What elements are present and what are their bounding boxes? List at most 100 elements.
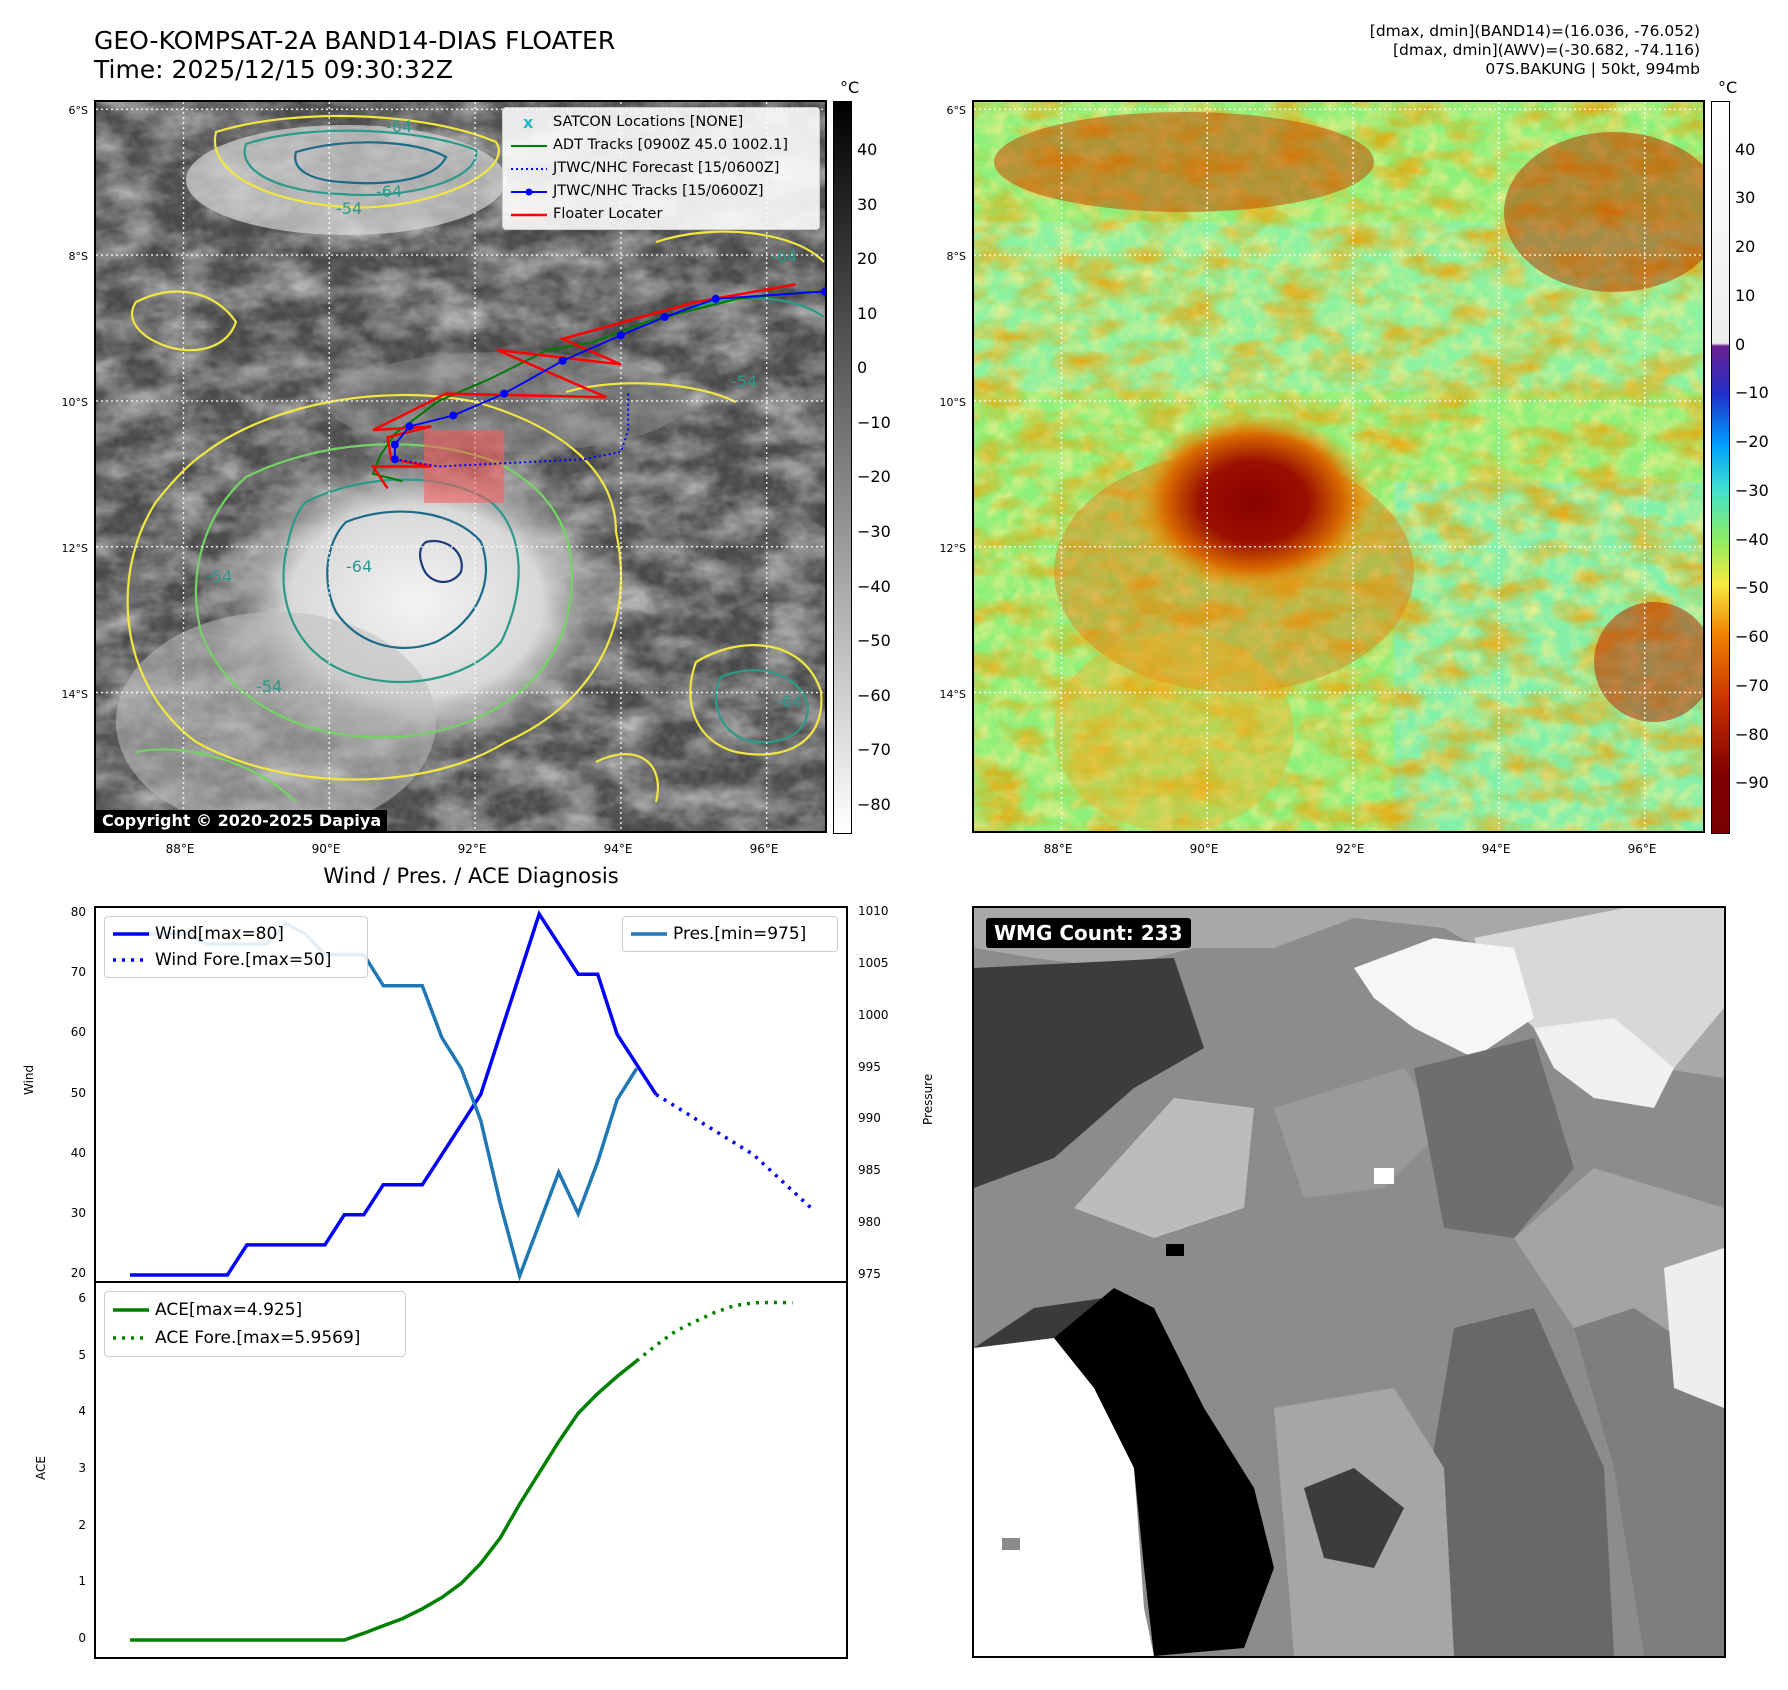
colorbar-tick-label: 0 <box>1735 334 1746 354</box>
wind-legend: Wind[max=80] Wind Fore.[max=50] <box>104 916 368 978</box>
colorbar-tick-label: 20 <box>1735 237 1756 257</box>
axis-tick-label: 50 <box>70 1085 86 1100</box>
diagnosis-title: Wind / Pres. / ACE Diagnosis <box>323 864 619 888</box>
contour-label: -64 <box>776 692 802 711</box>
axis-tick-label: 30 <box>70 1205 86 1220</box>
pressure-legend: Pres.[min=975] <box>622 916 838 952</box>
ace-series-line <box>130 1359 638 1642</box>
colorbar-unit: °C <box>840 78 860 97</box>
lat-label: 12°S <box>61 542 88 555</box>
lat-label: 12°S <box>939 542 966 555</box>
ace-forecast-line <box>635 1300 793 1363</box>
legend-wind: Wind[max=80] <box>113 924 284 944</box>
contour-label: -54 <box>731 372 757 391</box>
colorbar-tick-label: −50 <box>1735 578 1769 598</box>
axis-tick-label: 980 <box>858 1215 881 1229</box>
colorbar-tick-label: 30 <box>1735 188 1756 208</box>
lat-label: 10°S <box>939 396 966 409</box>
colorbar-tick-label: −90 <box>1735 773 1769 793</box>
axis-tick-label: 1 <box>78 1574 86 1589</box>
wmg-count-badge: WMG Count: 233 <box>986 918 1191 948</box>
ace-axis-label: ACE <box>34 1456 48 1480</box>
info-line-3: 07S.BAKUNG | 50kt, 994mb <box>1485 60 1700 78</box>
ir-map-panel[interactable]: -64 -54 -64 -64 -54 -54 -64 -54 -64 Copy… <box>94 100 827 833</box>
jtwc-track-point <box>660 313 669 322</box>
legend-wind-fore: Wind Fore.[max=50] <box>113 950 332 970</box>
jtwc-track-line <box>393 290 825 460</box>
legend-jtwc-tracks: JTWC/NHC Tracks [15/0600Z] <box>503 180 819 203</box>
lon-label: 94°E <box>603 842 633 856</box>
axis-tick-label: 5 <box>78 1347 86 1362</box>
colorbar-tick-label: −50 <box>857 631 891 651</box>
lat-label: 6°S <box>68 104 88 117</box>
lon-label: 90°E <box>311 842 341 856</box>
colorbar-tick-label: −10 <box>857 412 891 432</box>
contour-label: -54 <box>336 199 362 218</box>
colorbar-tick-label: −70 <box>1735 675 1769 695</box>
axis-tick-label: 6 <box>78 1291 86 1305</box>
jtwc-track-point <box>711 294 720 303</box>
axis-tick-label: 990 <box>858 1111 881 1126</box>
wind-series-line <box>130 909 658 1277</box>
lon-label: 94°E <box>1481 842 1511 856</box>
info-line-2: [dmax, dmin](AWV)=(-30.682, -74.116) <box>1393 41 1700 59</box>
legend-ace: ACE[max=4.925] <box>113 1300 303 1320</box>
legend-adt: ADT Tracks [0900Z 45.0 1002.1] <box>511 137 789 153</box>
colorbar-tick-label: −60 <box>1735 627 1769 647</box>
axis-tick-label: 60 <box>70 1025 86 1040</box>
awv-map <box>974 102 1703 831</box>
map-legend: x SATCON Locations [NONE] ADT Tracks [09… <box>502 107 820 230</box>
lon-label: 90°E <box>1189 842 1219 856</box>
awv-map-panel[interactable] <box>972 100 1705 833</box>
storm-info: [dmax, dmin](BAND14)=(16.036, -76.052) [… <box>1370 22 1700 79</box>
jtwc-track-point <box>390 440 399 449</box>
jtwc-track-point <box>821 287 825 296</box>
contour-label: -64 <box>376 182 402 201</box>
wmg-panel[interactable]: WMG Count: 233 <box>972 906 1726 1658</box>
contour-label: -54 <box>256 677 282 696</box>
colorbar-tick-label: 20 <box>857 249 878 269</box>
legend-pressure: Pres.[min=975] <box>631 924 807 944</box>
colorbar-tick-label: −30 <box>857 521 891 541</box>
awv-colorbar <box>1711 101 1730 834</box>
colorbar-tick-label: 30 <box>857 194 878 214</box>
colorbar-tick-label: −20 <box>1735 432 1769 452</box>
axis-tick-label: 1005 <box>858 955 889 970</box>
wmg-image <box>974 908 1724 1656</box>
colorbar-tick-label: −40 <box>1735 529 1769 549</box>
colorbar-tick-label: −80 <box>857 794 891 814</box>
axis-tick-label: 975 <box>858 1266 881 1281</box>
contour-label: -64 <box>386 117 412 136</box>
colorbar-tick-label: −70 <box>857 740 891 760</box>
lon-label: 88°E <box>165 842 195 856</box>
lat-label: 8°S <box>946 250 966 263</box>
colorbar-tick-label: −80 <box>1735 724 1769 744</box>
ace-legend: ACE[max=4.925] ACE Fore.[max=5.9569] <box>104 1291 406 1357</box>
lon-label: 92°E <box>1335 842 1365 856</box>
title-line-2: Time: 2025/12/15 09:30:32Z <box>94 55 453 84</box>
colorbar-tick-label: −60 <box>857 685 891 705</box>
axis-tick-label: 70 <box>70 965 86 980</box>
axis-tick-label: 985 <box>858 1163 881 1178</box>
adt-track-line <box>371 290 811 483</box>
lat-label: 10°S <box>61 396 88 409</box>
wind-axis-label: Wind <box>22 1064 36 1095</box>
axis-tick-label: 80 <box>70 905 86 920</box>
ir-colorbar <box>833 101 852 834</box>
axis-tick-label: 40 <box>70 1145 86 1160</box>
info-line-1: [dmax, dmin](BAND14)=(16.036, -76.052) <box>1369 22 1700 40</box>
contour-label: -54 <box>206 567 232 586</box>
axis-tick-label: 2 <box>78 1517 86 1532</box>
colorbar-tick-label: −10 <box>1735 383 1769 403</box>
lon-label: 96°E <box>1627 842 1657 856</box>
lon-label: 96°E <box>749 842 779 856</box>
legend-jtwc-forecast: JTWC/NHC Forecast [15/0600Z] <box>511 160 780 176</box>
jtwc-track-point <box>500 389 509 398</box>
wind-pressure-panel[interactable]: Wind[max=80] Wind Fore.[max=50] Pres.[mi… <box>94 906 848 1283</box>
jtwc-forecast-line <box>394 393 630 468</box>
colorbar-tick-label: −20 <box>857 467 891 487</box>
ace-panel[interactable]: ACE[max=4.925] ACE Fore.[max=5.9569] <box>94 1281 848 1659</box>
colorbar-tick-label: 40 <box>857 140 878 160</box>
ace-plot <box>130 1300 793 1642</box>
lon-label: 92°E <box>457 842 487 856</box>
